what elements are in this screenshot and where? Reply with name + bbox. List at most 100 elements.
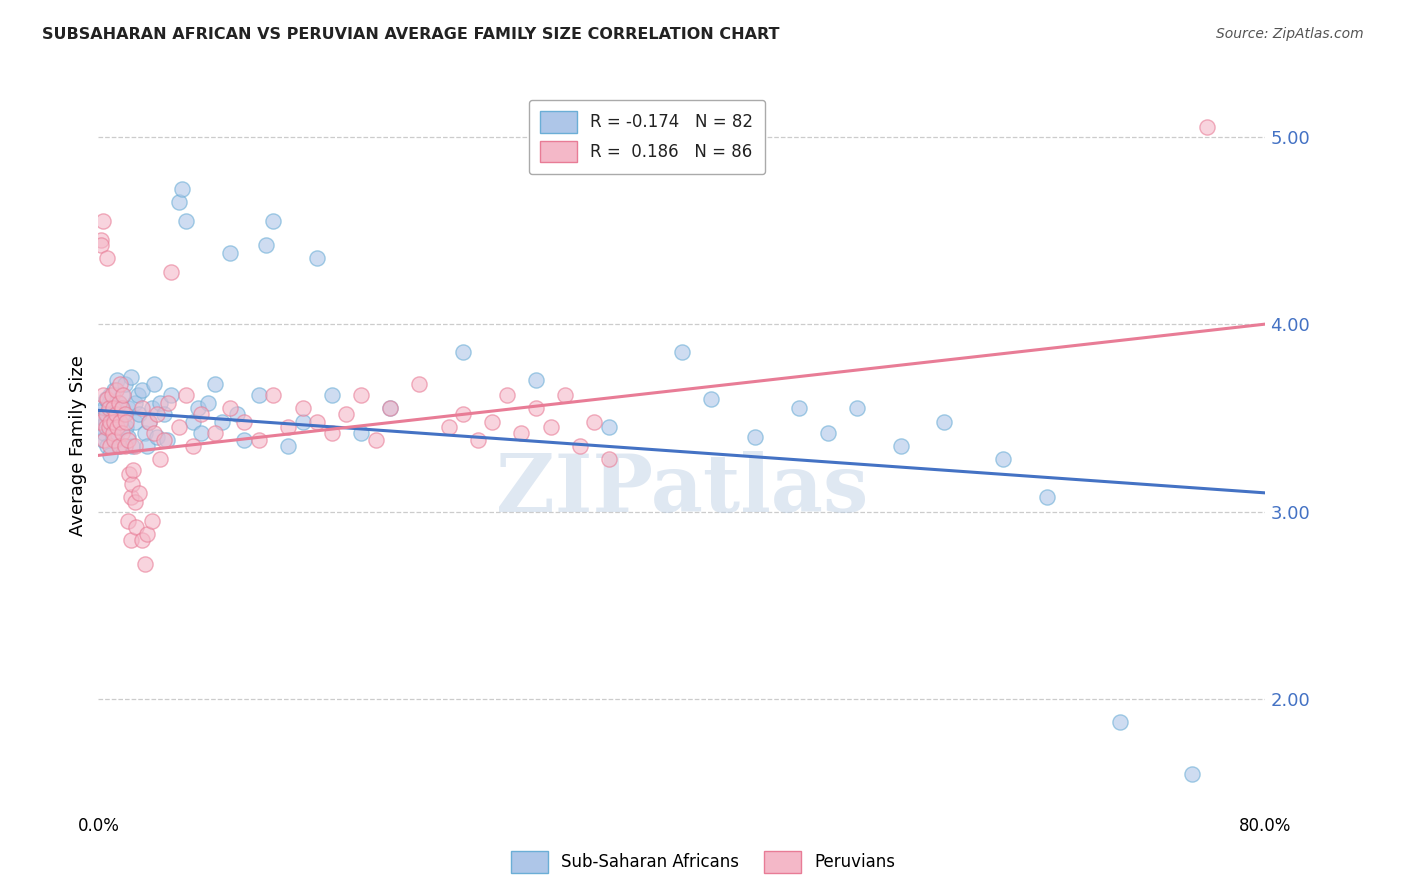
- Point: [114, 407, 136, 421]
- Point: [94, 407, 117, 421]
- Point: [91, 214, 114, 228]
- Point: [554, 388, 576, 402]
- Point: [128, 486, 150, 500]
- Point: [105, 420, 128, 434]
- Point: [138, 415, 160, 429]
- Point: [437, 420, 460, 434]
- Point: [101, 429, 124, 443]
- Point: [540, 420, 562, 434]
- Point: [321, 425, 343, 440]
- Point: [97, 396, 120, 410]
- Point: [138, 415, 160, 429]
- Point: [98, 449, 121, 463]
- Point: [142, 425, 165, 440]
- Point: [380, 401, 402, 416]
- Point: [89, 405, 111, 419]
- Point: [934, 415, 956, 429]
- Point: [120, 369, 142, 384]
- Point: [96, 407, 118, 421]
- Point: [128, 407, 150, 421]
- Point: [103, 434, 125, 448]
- Point: [134, 557, 156, 571]
- Text: ZIPatlas: ZIPatlas: [496, 450, 868, 529]
- Point: [233, 434, 256, 448]
- Point: [118, 467, 141, 482]
- Point: [89, 415, 111, 429]
- Point: [307, 415, 329, 429]
- Point: [197, 396, 219, 410]
- Point: [787, 401, 810, 416]
- Point: [101, 401, 124, 416]
- Point: [94, 420, 117, 434]
- Point: [142, 377, 165, 392]
- Point: [111, 401, 134, 416]
- Point: [108, 396, 131, 410]
- Point: [101, 401, 124, 416]
- Point: [103, 383, 125, 397]
- Point: [124, 495, 146, 509]
- Point: [124, 415, 146, 429]
- Point: [127, 388, 149, 402]
- Point: [112, 388, 135, 402]
- Text: Source: ZipAtlas.com: Source: ZipAtlas.com: [1216, 27, 1364, 41]
- Point: [141, 514, 163, 528]
- Point: [167, 195, 190, 210]
- Point: [451, 345, 474, 359]
- Point: [91, 410, 114, 425]
- Point: [91, 388, 114, 402]
- Point: [97, 422, 120, 436]
- Point: [115, 415, 138, 429]
- Point: [233, 415, 256, 429]
- Point: [364, 434, 387, 448]
- Point: [700, 392, 723, 406]
- Point: [156, 434, 179, 448]
- Point: [277, 420, 299, 434]
- Point: [496, 388, 519, 402]
- Point: [98, 388, 121, 402]
- Point: [153, 407, 176, 421]
- Point: [98, 439, 121, 453]
- Point: [451, 407, 474, 421]
- Point: [149, 452, 172, 467]
- Point: [307, 252, 329, 266]
- Point: [254, 238, 277, 252]
- Point: [598, 452, 620, 467]
- Point: [93, 434, 115, 448]
- Point: [262, 388, 284, 402]
- Point: [1108, 714, 1130, 729]
- Point: [104, 383, 127, 397]
- Point: [524, 401, 547, 416]
- Point: [101, 425, 124, 440]
- Point: [104, 434, 127, 448]
- Point: [96, 252, 118, 266]
- Point: [125, 519, 148, 533]
- Point: [321, 388, 343, 402]
- Point: [97, 420, 120, 434]
- Point: [111, 425, 134, 440]
- Point: [149, 396, 172, 410]
- Point: [110, 415, 132, 429]
- Text: SUBSAHARAN AFRICAN VS PERUVIAN AVERAGE FAMILY SIZE CORRELATION CHART: SUBSAHARAN AFRICAN VS PERUVIAN AVERAGE F…: [42, 27, 780, 42]
- Point: [115, 420, 138, 434]
- Point: [98, 415, 121, 429]
- Point: [890, 439, 912, 453]
- Point: [291, 415, 314, 429]
- Point: [120, 490, 142, 504]
- Point: [93, 401, 115, 416]
- Point: [744, 429, 766, 443]
- Point: [1181, 767, 1204, 781]
- Point: [157, 396, 180, 410]
- Point: [598, 420, 620, 434]
- Point: [141, 401, 163, 416]
- Point: [262, 214, 284, 228]
- Point: [167, 420, 190, 434]
- Point: [108, 439, 131, 453]
- Point: [117, 401, 139, 416]
- Point: [134, 425, 156, 440]
- Point: [114, 439, 136, 453]
- Point: [103, 415, 125, 429]
- Point: [131, 401, 153, 416]
- Point: [226, 407, 249, 421]
- Point: [122, 463, 145, 477]
- Point: [100, 415, 122, 429]
